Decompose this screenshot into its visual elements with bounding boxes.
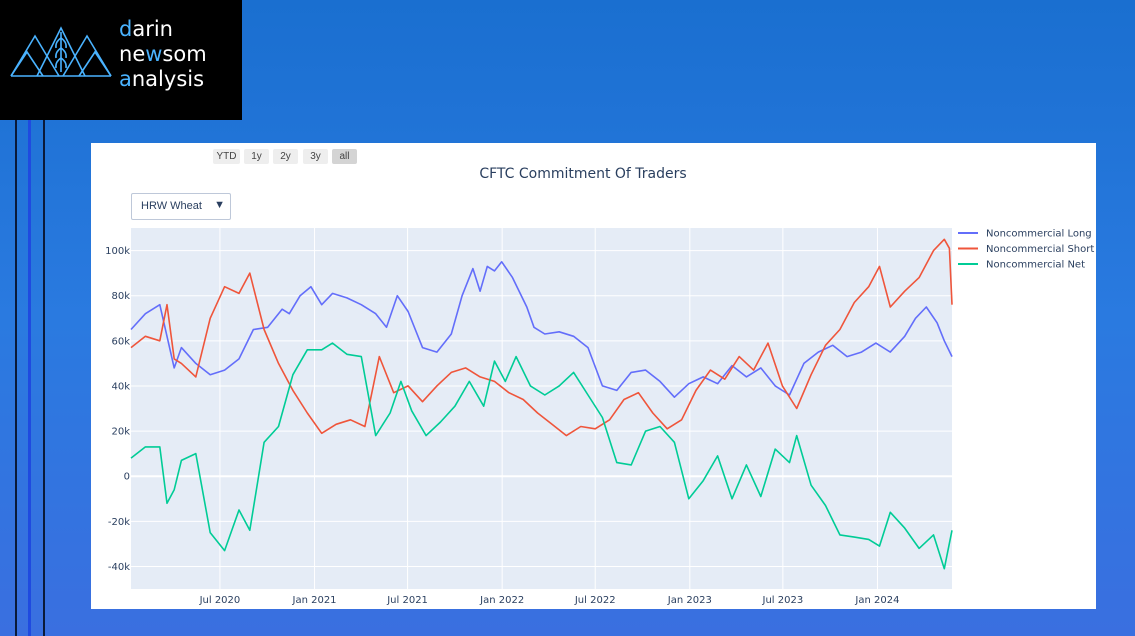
- logo-wordmark: darin newsom analysis: [119, 17, 207, 91]
- y-tick-label: 40k: [111, 381, 130, 392]
- y-tick-label: -20k: [108, 517, 130, 528]
- mountains-wheat-icon: [10, 26, 112, 77]
- range-button-1y[interactable]: 1y: [244, 149, 269, 164]
- commodity-dropdown[interactable]: HRW Wheat ▼: [131, 193, 231, 220]
- range-button-all[interactable]: all: [332, 149, 357, 164]
- range-button-ytd[interactable]: YTD: [213, 149, 240, 164]
- y-tick-label: 0: [124, 472, 130, 483]
- chart-panel: YTD 1y 2y 3y all CFTC Commitment Of Trad…: [91, 143, 1096, 609]
- plot-area: [131, 228, 952, 589]
- decor-line: [43, 120, 45, 636]
- y-tick-label: -40k: [108, 562, 130, 573]
- series-line-noncommercial-long: [130, 261, 953, 398]
- range-button-2y[interactable]: 2y: [273, 149, 298, 164]
- decor-line: [15, 120, 17, 636]
- x-tick-label: Jan 2021: [292, 595, 337, 606]
- logo-panel: darin newsom analysis: [0, 0, 242, 120]
- y-tick-label: 20k: [111, 427, 130, 438]
- y-tick-label: 80k: [111, 291, 130, 302]
- x-tick-label: Jul 2023: [762, 595, 804, 606]
- x-tick-label: Jul 2020: [199, 595, 241, 606]
- range-button-3y[interactable]: 3y: [303, 149, 328, 164]
- x-tick-label: Jan 2024: [854, 595, 899, 606]
- y-tick-label: 100k: [105, 246, 130, 257]
- legend-label: Noncommercial Long: [986, 229, 1092, 240]
- line-chart: Jul 2020 Jan 2021 Jul 2021 Jan 2022 Jul 2022…: [105, 228, 1094, 606]
- chart-title: CFTC Commitment Of Traders: [479, 166, 687, 182]
- legend-label: Noncommercial Short: [986, 244, 1094, 255]
- chevron-down-icon: ▼: [214, 199, 225, 211]
- decor-line: [28, 120, 31, 636]
- x-tick-label: Jan 2023: [667, 595, 712, 606]
- series-line-noncommercial-short: [130, 238, 953, 437]
- x-tick-label: Jan 2022: [479, 595, 524, 606]
- x-tick-label: Jul 2021: [386, 595, 428, 606]
- x-tick-label: Jul 2022: [574, 595, 616, 606]
- legend-label: Noncommercial Net: [986, 260, 1085, 271]
- commodity-dropdown-value: HRW Wheat: [141, 200, 202, 212]
- series-line-noncommercial-net: [130, 342, 953, 570]
- y-tick-label: 60k: [111, 336, 130, 347]
